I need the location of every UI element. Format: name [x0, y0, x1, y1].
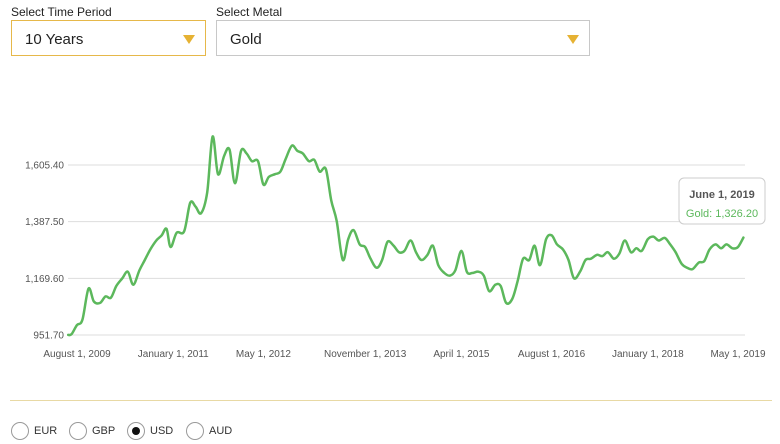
- radio-eur[interactable]: [11, 422, 29, 440]
- currency-label-eur: EUR: [34, 425, 58, 437]
- tooltip-date: June 1, 2019: [689, 189, 754, 201]
- y-tick-label: 1,605.40: [25, 161, 64, 172]
- currency-label-aud: AUD: [209, 425, 233, 437]
- x-tick-label: August 1, 2009: [43, 349, 111, 360]
- x-tick-label: May 1, 2019: [710, 349, 765, 360]
- y-tick-label: 1,169.60: [25, 274, 64, 285]
- chart-grid: [68, 164, 745, 336]
- x-tick-label: May 1, 2012: [236, 349, 291, 360]
- x-tick-label: November 1, 2013: [324, 349, 407, 360]
- metal-label: Select Metal: [216, 5, 283, 19]
- time-period-label: Select Time Period: [11, 5, 112, 19]
- gold-price-line[interactable]: [66, 135, 745, 337]
- radio-usd[interactable]: [127, 422, 145, 440]
- currency-option-usd[interactable]: USD: [127, 421, 173, 441]
- radio-gbp[interactable]: [69, 422, 87, 440]
- currency-label-gbp: GBP: [92, 425, 116, 437]
- divider: [10, 400, 772, 401]
- chart-tooltip: June 1, 2019 Gold: 1,326.20: [678, 177, 766, 225]
- x-tick-label: April 1, 2015: [433, 349, 490, 360]
- y-tick-label: 951.70: [33, 331, 64, 342]
- x-tick-label: January 1, 2011: [138, 349, 209, 360]
- chevron-down-icon: [183, 35, 195, 44]
- currency-option-aud[interactable]: AUD: [186, 421, 232, 441]
- x-axis: August 1, 2009 January 1, 2011 May 1, 2012…: [43, 349, 766, 360]
- radio-aud[interactable]: [186, 422, 204, 440]
- time-period-select[interactable]: 10 Years: [11, 20, 206, 56]
- currency-label-usd: USD: [150, 425, 174, 437]
- tooltip-box: [678, 177, 766, 225]
- price-chart[interactable]: 951.70 1,169.60 1,387.50 1,605.40 August 1,…: [0, 60, 780, 370]
- x-tick-label: January 1, 2018: [612, 349, 684, 360]
- metal-select[interactable]: Gold: [216, 20, 590, 56]
- tooltip-value: Gold: 1,326.20: [686, 208, 758, 220]
- x-tick-label: August 1, 2016: [518, 349, 586, 360]
- currency-option-eur[interactable]: EUR: [11, 421, 57, 441]
- metal-value: Gold: [230, 31, 262, 48]
- chevron-down-icon: [567, 35, 579, 44]
- y-axis: 951.70 1,169.60 1,387.50 1,605.40: [25, 161, 64, 342]
- time-period-value: 10 Years: [25, 31, 84, 48]
- currency-option-gbp[interactable]: GBP: [69, 421, 115, 441]
- y-tick-label: 1,387.50: [25, 217, 64, 228]
